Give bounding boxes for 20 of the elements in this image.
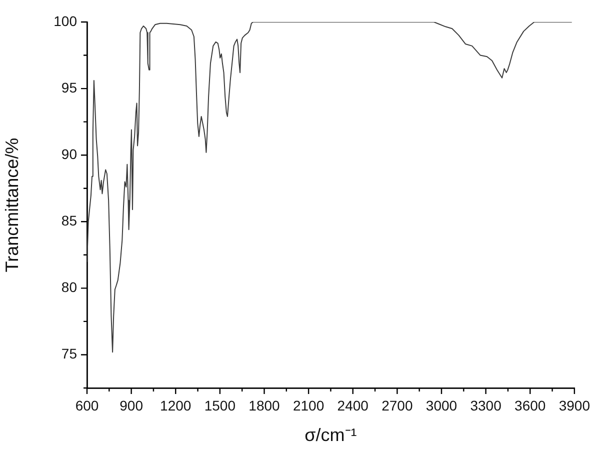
y-tick-label: 95 bbox=[61, 79, 78, 96]
x-tick-label: 3600 bbox=[514, 397, 546, 414]
x-tick-label: 3300 bbox=[470, 397, 502, 414]
y-tick-label: 90 bbox=[61, 146, 78, 162]
x-tick-label: 1200 bbox=[160, 397, 192, 414]
x-tick-label: 1500 bbox=[204, 397, 236, 414]
y-tick-label: 85 bbox=[61, 212, 78, 228]
y-axis-title: Trancmittance/% bbox=[2, 138, 22, 272]
x-tick-label: 2400 bbox=[337, 397, 369, 414]
y-tick-label: 75 bbox=[61, 346, 78, 362]
y-tick-label: 80 bbox=[61, 279, 78, 296]
y-tick-label: 100 bbox=[54, 12, 78, 29]
x-tick-label: 2100 bbox=[292, 397, 324, 414]
x-tick-label: 3000 bbox=[426, 397, 458, 414]
x-tick-label: 3900 bbox=[558, 397, 590, 414]
x-tick-label: 2700 bbox=[382, 397, 413, 414]
x-axis-title: σ/cm⁻¹ bbox=[304, 425, 357, 446]
x-tick-label: 1800 bbox=[248, 397, 280, 414]
x-tick-label: 600 bbox=[75, 397, 99, 414]
x-tick-label: 900 bbox=[120, 397, 144, 414]
